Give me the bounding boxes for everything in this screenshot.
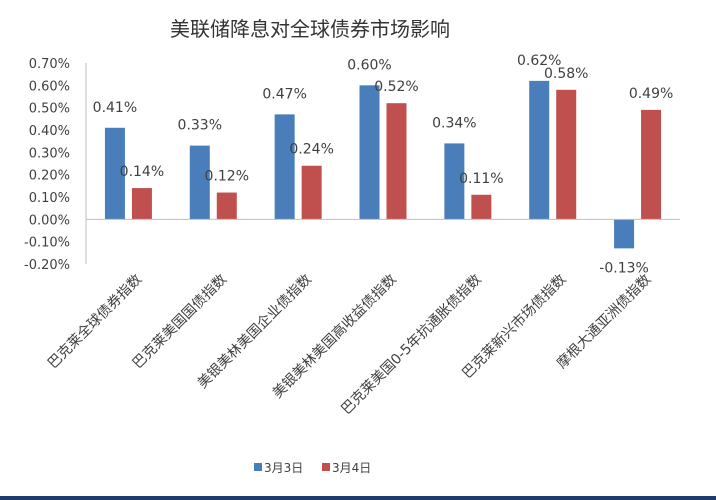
bar-value-label: 0.60%	[347, 57, 391, 73]
bar-series1	[614, 219, 635, 249]
y-tick-label: 0.70%	[29, 57, 70, 72]
bar-value-label: 0.62%	[517, 53, 561, 69]
bar-series2	[641, 109, 662, 220]
bar-value-label: 0.58%	[544, 66, 588, 82]
x-axis-labels: 巴克莱全球债券指数巴克莱美国国债指数美银美林美国企业债指数美银美林美国高收益债指…	[44, 271, 654, 418]
legend-label: 3月4日	[332, 461, 371, 475]
bar-series2	[216, 192, 237, 220]
bottom-border	[0, 496, 716, 500]
bar-series2	[386, 103, 407, 220]
bar-series2	[471, 194, 492, 220]
bar-value-label: 0.34%	[432, 115, 476, 131]
y-tick-label: 0.20%	[29, 169, 70, 184]
bar-value-label: 0.14%	[120, 164, 164, 180]
x-tick-label: 巴克莱全球债券指数	[44, 271, 145, 372]
legend: 3月3日 3月4日	[254, 461, 371, 475]
bar-value-label: 0.12%	[205, 169, 249, 185]
y-tick-label: 0.60%	[29, 79, 70, 94]
legend-swatch	[254, 463, 262, 471]
value-labels-layer: 0.41% 0.14% 0.33% 0.12% 0.47% 0.24% 0.60% 0.52%…	[93, 53, 674, 277]
bar-value-label: 0.41%	[93, 100, 137, 116]
chart-title: 美联储降息对全球债券市场影响	[170, 17, 450, 41]
bar-value-label: 0.49%	[629, 86, 673, 102]
bar-series1	[104, 127, 125, 220]
x-tick-label: 巴克莱美国0-5年抗通胀债指数	[338, 272, 484, 418]
bar-series2	[556, 89, 577, 220]
bar-series1	[274, 114, 295, 220]
x-tick-label: 巴克莱美国国债指数	[130, 272, 230, 372]
bar-series2	[131, 188, 152, 220]
y-tick-label: 0.50%	[29, 102, 70, 117]
y-tick-label: 0.10%	[29, 191, 70, 206]
bar-series2	[301, 165, 322, 220]
y-axis: 0.70% 0.60% 0.50% 0.40% 0.30% 0.20% 0.10% 0.00%…	[24, 57, 70, 273]
x-tick-label: 摩根大通亚洲债指数	[553, 271, 654, 372]
bars-layer	[104, 80, 662, 249]
bar-series1	[444, 143, 465, 220]
bar-value-label: 0.33%	[178, 118, 222, 134]
y-tick-label: 0.00%	[29, 213, 70, 228]
y-tick-label: -0.10%	[24, 236, 70, 251]
legend-label: 3月3日	[264, 461, 303, 475]
y-tick-label: 0.40%	[29, 124, 70, 139]
bar-value-label: 0.47%	[262, 86, 306, 102]
bar-value-label: 0.24%	[289, 142, 333, 158]
bar-series1	[359, 85, 380, 220]
bar-value-label: -0.13%	[599, 260, 649, 276]
bar-series1	[189, 145, 210, 220]
bar-value-label: 0.52%	[374, 79, 418, 95]
y-tick-label: 0.30%	[29, 146, 70, 161]
bar-value-label: 0.11%	[459, 171, 503, 187]
bar-series1	[529, 80, 550, 220]
y-tick-label: -0.20%	[24, 258, 70, 273]
legend-swatch	[322, 463, 330, 471]
